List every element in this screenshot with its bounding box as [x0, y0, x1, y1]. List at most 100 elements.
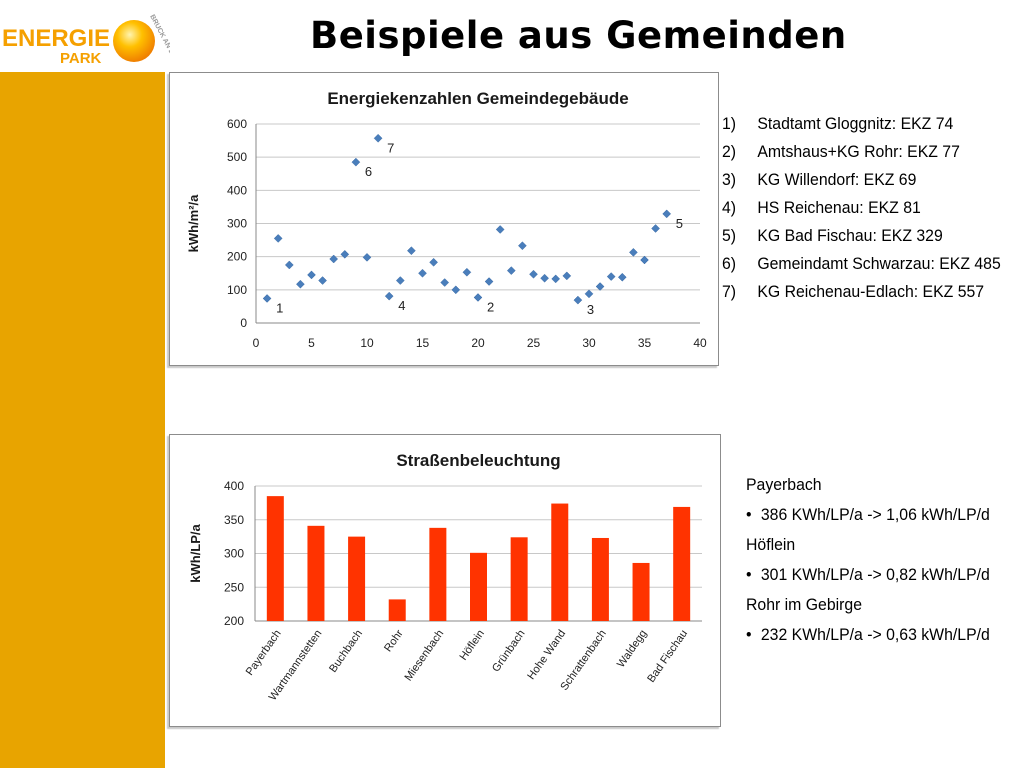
- scatter-point: [384, 291, 394, 301]
- bar: [591, 537, 609, 621]
- logo-word-energie: ENERGIE: [2, 25, 110, 52]
- y-tick-label: 250: [224, 580, 244, 594]
- y-tick-label: 400: [227, 183, 247, 197]
- note-detail: • 386 KWh/LP/a -> 1,06 kWh/LP/d: [746, 500, 1005, 530]
- category-label: Miesenbach: [402, 628, 446, 683]
- scatter-point: [351, 157, 361, 167]
- list-item: 1) Stadtamt Gloggnitz: EKZ 74: [722, 110, 1001, 138]
- y-tick-label: 300: [224, 547, 244, 561]
- category-label: Grünbach: [490, 628, 528, 674]
- list-item-number: 2): [722, 142, 737, 161]
- list-item-number: 1): [722, 114, 737, 133]
- list-item: 7) KG Reichenau-Edlach: EKZ 557: [722, 278, 1001, 306]
- scatter-point: [529, 269, 538, 279]
- scatter-point: [318, 276, 327, 285]
- point-label: 1: [276, 300, 283, 315]
- note-detail: • 232 KWh/LP/a -> 0,63 kWh/LP/d: [746, 620, 1005, 650]
- bar: [632, 562, 650, 621]
- note-place: Payerbach: [746, 475, 822, 494]
- scatter-point: [551, 274, 561, 284]
- scatter-point: [407, 246, 416, 256]
- list-item-text: KG Reichenau-Edlach: EKZ 557: [757, 282, 985, 301]
- bar: [429, 527, 447, 621]
- x-tick-label: 10: [360, 336, 374, 350]
- scatter-point: [262, 294, 272, 303]
- list-item-text: Gemeindamt Schwarzau: EKZ 485: [757, 254, 1001, 273]
- scatter-point: [340, 249, 350, 259]
- scatter-point: [429, 257, 438, 267]
- bar: [388, 599, 406, 621]
- list-item-number: 3): [722, 170, 737, 189]
- bar: [470, 552, 487, 621]
- scatter-point: [595, 282, 605, 291]
- x-tick-label: 40: [693, 336, 707, 350]
- scatter-point: [418, 268, 427, 278]
- category-label: Buchbach: [327, 628, 365, 675]
- bar: [348, 536, 366, 621]
- x-tick-label: 25: [527, 336, 541, 350]
- list-item: 4) HS Reichenau: EKZ 81: [722, 194, 1001, 222]
- scatter-point: [451, 285, 461, 295]
- list-item-text: HS Reichenau: EKZ 81: [757, 198, 921, 217]
- scatter-point: [495, 225, 505, 234]
- bar: [510, 537, 528, 621]
- building-list: 1) Stadtamt Gloggnitz: EKZ 74 2) Amtshaus+…: [722, 110, 1001, 306]
- scatter-point: [362, 252, 372, 262]
- list-item-number: 4): [722, 198, 737, 217]
- chart-title: Energiekenzahlen Gemeindegebäude: [327, 89, 628, 108]
- scatter-point: [573, 295, 583, 305]
- bullet-icon: •: [746, 625, 752, 644]
- y-tick-label: 0: [240, 316, 247, 330]
- point-label: 4: [398, 298, 405, 313]
- list-item-text: Stadtamt Gloggnitz: EKZ 74: [757, 114, 954, 133]
- scatter-point: [296, 279, 305, 289]
- category-label: Hohe Wand: [525, 628, 568, 682]
- list-item: 5) KG Bad Fischau: EKZ 329: [722, 222, 1001, 250]
- scatter-point: [651, 224, 660, 233]
- scatter-point: [540, 273, 549, 283]
- sidebar-accent-band: [0, 72, 165, 768]
- x-tick-label: 35: [638, 336, 652, 350]
- note-place: Höflein: [746, 535, 796, 554]
- chart-title: Straßenbeleuchtung: [396, 451, 560, 470]
- y-axis-label: kWh/m²/a: [186, 194, 201, 253]
- x-tick-label: 30: [582, 336, 596, 350]
- scatter-point: [584, 289, 594, 299]
- bar: [551, 503, 569, 621]
- scatter-point: [284, 260, 294, 270]
- scatter-point: [562, 271, 572, 281]
- scatter-point: [518, 241, 527, 251]
- y-tick-label: 350: [224, 513, 244, 527]
- logo-word-park: PARK: [60, 50, 102, 67]
- x-tick-label: 0: [253, 336, 260, 350]
- scatter-point: [440, 278, 450, 287]
- sun-icon: [113, 20, 155, 62]
- scatter-point: [307, 270, 316, 280]
- y-tick-label: 400: [224, 479, 244, 493]
- bar: [673, 506, 691, 621]
- y-tick-label: 300: [227, 217, 247, 231]
- street-lighting-chart-svg: Straßenbeleuchtung 200 250 300 350 400 kWh/LP/…: [188, 451, 702, 703]
- y-axis-label: kWh/LP/a: [188, 523, 203, 582]
- y-tick-label: 200: [224, 614, 244, 628]
- y-tick-label: 100: [227, 283, 247, 297]
- scatter-point: [606, 272, 616, 281]
- note-detail-text: 386 KWh/LP/a -> 1,06 kWh/LP/d: [760, 505, 990, 524]
- list-item: 2) Amtshaus+KG Rohr: EKZ 77: [722, 138, 1001, 166]
- scatter-point: [640, 255, 649, 265]
- scatter-point: [629, 248, 638, 257]
- list-item-number: 7): [722, 282, 737, 301]
- street-lighting-chart: Straßenbeleuchtung 200 250 300 350 400 kWh/LP/…: [169, 434, 721, 727]
- scatter-point: [462, 267, 472, 277]
- x-tick-label: 5: [308, 336, 315, 350]
- bullet-icon: •: [746, 505, 752, 524]
- y-tick-label: 500: [227, 150, 247, 164]
- bar: [307, 525, 325, 621]
- energiepark-logo: ENERGIE PARK BRUCK AN DER LEITHA: [0, 8, 192, 89]
- y-tick-label: 200: [227, 250, 247, 264]
- x-tick-label: 20: [471, 336, 485, 350]
- scatter-point: [273, 234, 283, 243]
- list-item-text: Amtshaus+KG Rohr: EKZ 77: [757, 142, 960, 161]
- scatter-point: [506, 266, 516, 275]
- point-label: 2: [487, 299, 494, 314]
